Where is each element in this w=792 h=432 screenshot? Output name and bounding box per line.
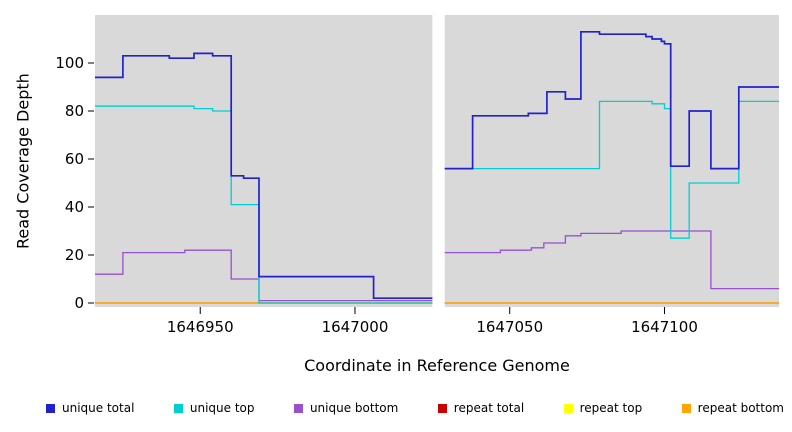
y-axis-title: Read Coverage Depth [13, 73, 33, 249]
legend-item-repeat-total: repeat total [437, 401, 525, 415]
legend-label: repeat total [453, 401, 525, 415]
y-tick-label: 40 [65, 198, 84, 216]
legend-item-unique-total: unique total [46, 401, 134, 415]
series-unique-bottom [444, 230, 779, 290]
x-tick-label: 1646950 [167, 318, 234, 336]
y-tick-label: 20 [65, 246, 84, 264]
legend-item-unique-bottom: unique bottom [293, 401, 399, 415]
series-unique-total [95, 52, 433, 300]
legend-swatch-icon [173, 403, 183, 413]
series-unique-top [444, 100, 779, 239]
x-axis-title: Coordinate in Reference Genome [304, 356, 570, 375]
legend-label: unique bottom [309, 401, 399, 415]
x-tick-label: 1647000 [322, 318, 389, 336]
legend-swatch-icon [293, 403, 303, 413]
legend-swatch-icon [563, 403, 573, 413]
legend: unique total unique top unique bottom repea… [46, 401, 784, 415]
plot-panel [444, 15, 779, 307]
legend-item-unique-top: unique top [173, 401, 255, 415]
plot-area: 0 20 40 60 80 100 1646950 1647000 1647050 1647100 [55, 15, 779, 336]
legend-item-repeat-top: repeat top [563, 401, 643, 415]
legend-swatch-icon [681, 403, 691, 413]
y-tick-label: 60 [65, 150, 84, 168]
legend-label: unique top [189, 401, 255, 415]
y-tick-label: 0 [74, 294, 84, 312]
y-tick-label: 80 [65, 102, 84, 120]
plot-panel [95, 15, 433, 307]
series-unique-total [444, 30, 779, 170]
legend-swatch-icon [437, 403, 447, 413]
legend-label: repeat top [579, 401, 643, 415]
legend-label: repeat bottom [697, 401, 784, 415]
x-tick-label: 1647100 [631, 318, 698, 336]
y-tick-label: 100 [55, 54, 84, 72]
legend-label: unique total [62, 401, 135, 415]
legend-item-repeat-bottom: repeat bottom [681, 401, 784, 415]
legend-swatch-icon [46, 403, 55, 413]
x-tick-label: 1647050 [476, 318, 543, 336]
